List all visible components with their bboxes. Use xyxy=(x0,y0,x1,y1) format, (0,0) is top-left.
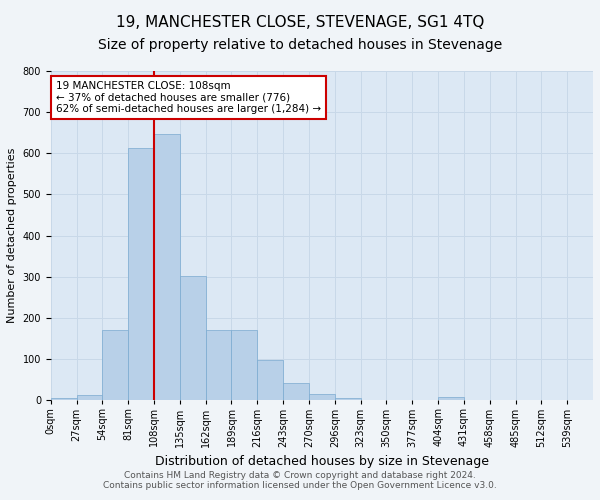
Y-axis label: Number of detached properties: Number of detached properties xyxy=(7,148,17,324)
Text: 19, MANCHESTER CLOSE, STEVENAGE, SG1 4TQ: 19, MANCHESTER CLOSE, STEVENAGE, SG1 4TQ xyxy=(116,15,484,30)
Text: 19 MANCHESTER CLOSE: 108sqm
← 37% of detached houses are smaller (776)
62% of se: 19 MANCHESTER CLOSE: 108sqm ← 37% of det… xyxy=(56,81,321,114)
X-axis label: Distribution of detached houses by size in Stevenage: Distribution of detached houses by size … xyxy=(155,455,489,468)
Bar xyxy=(283,382,309,400)
Bar xyxy=(77,396,103,400)
Bar xyxy=(257,360,283,401)
Text: Size of property relative to detached houses in Stevenage: Size of property relative to detached ho… xyxy=(98,38,502,52)
Bar xyxy=(335,398,361,400)
Bar xyxy=(51,398,77,400)
Bar xyxy=(103,330,128,400)
Bar xyxy=(128,148,154,400)
Bar xyxy=(232,330,257,400)
Text: Contains HM Land Registry data © Crown copyright and database right 2024.
Contai: Contains HM Land Registry data © Crown c… xyxy=(103,470,497,490)
Bar xyxy=(180,276,206,400)
Bar xyxy=(309,394,335,400)
Bar xyxy=(438,397,464,400)
Bar xyxy=(154,134,180,400)
Bar xyxy=(206,330,232,400)
